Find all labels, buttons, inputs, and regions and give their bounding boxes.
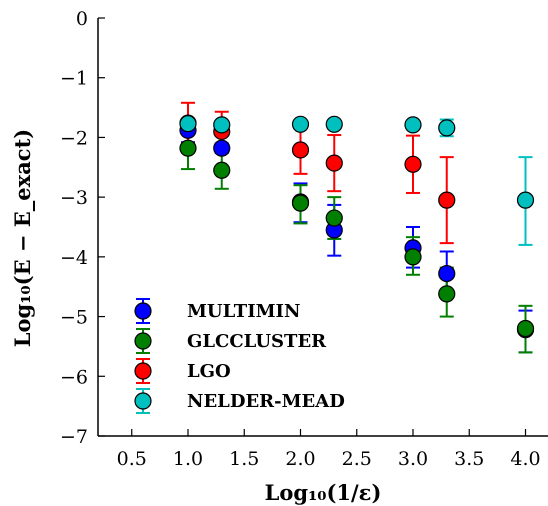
- legend-label: NELDER-MEAD: [187, 391, 345, 412]
- y-tick-label: −6: [60, 366, 88, 388]
- series-markers-nelder-mead: [179, 115, 535, 209]
- y-tick-label: −2: [60, 127, 88, 149]
- x-tick-label: 3.0: [398, 448, 428, 470]
- legend-marker: [134, 392, 152, 410]
- x-axis-label: Log₁₀(1/ε): [265, 480, 382, 505]
- data-point: [213, 116, 231, 134]
- x-tick-label: 2.0: [285, 448, 315, 470]
- legend-item: MULTIMIN: [134, 298, 300, 324]
- tick-marks: [98, 17, 527, 437]
- legend-item: GLCCLUSTER: [134, 328, 327, 354]
- data-point: [438, 191, 456, 209]
- legend-label: GLCCLUSTER: [187, 331, 327, 352]
- data-point: [179, 139, 197, 157]
- x-tick-label: 1.0: [173, 448, 203, 470]
- data-point: [291, 194, 310, 212]
- legend-marker: [134, 332, 152, 350]
- x-tick-label: 0.5: [117, 448, 147, 470]
- data-point: [516, 191, 535, 209]
- data-point: [291, 115, 310, 133]
- legend-item: LGO: [134, 358, 231, 384]
- y-tick-label: −3: [60, 187, 88, 209]
- data-point: [325, 154, 343, 172]
- y-tick-label: −1: [60, 68, 88, 90]
- y-tick-label: 0: [76, 8, 88, 30]
- axes: [97, 18, 548, 437]
- series-nelder-mead: [181, 117, 533, 246]
- data-point: [179, 115, 197, 133]
- data-point: [325, 115, 343, 133]
- data-point: [404, 116, 422, 134]
- data-point: [438, 264, 456, 283]
- data-point: [404, 248, 422, 266]
- data-point: [213, 139, 231, 157]
- data-point: [291, 141, 310, 159]
- plot-area: [179, 101, 535, 354]
- data-point: [438, 119, 456, 137]
- y-tick-label: −4: [60, 247, 88, 269]
- data-point: [213, 161, 231, 179]
- x-tick-label: 1.5: [229, 448, 259, 470]
- data-point: [516, 319, 535, 338]
- data-point: [438, 285, 456, 303]
- legend-label: LGO: [187, 361, 231, 382]
- data-point: [404, 155, 422, 173]
- legend-item: NELDER-MEAD: [134, 388, 345, 414]
- x-tick-label: 4.0: [510, 448, 540, 470]
- legend: MULTIMIN GLCCLUSTER LGO NELDER-MEAD: [134, 298, 345, 414]
- legend-marker: [134, 362, 152, 380]
- series-markers-glccluster: [179, 139, 535, 338]
- data-point: [325, 209, 343, 227]
- y-tick-label: −7: [60, 426, 88, 448]
- legend-label: MULTIMIN: [187, 301, 300, 322]
- y-tick-label: −5: [60, 307, 88, 329]
- y-axis-label: Log₁₀(E − E_exact): [10, 129, 35, 347]
- legend-marker: [134, 302, 152, 320]
- x-tick-label: 2.5: [342, 448, 372, 470]
- x-tick-label: 3.5: [454, 448, 484, 470]
- tick-labels: 0 −1 −2 −3 −4 −5 −6 −7 0.5 1.0 1.5 2.0 2.5 3.0 3.5 4.0: [60, 8, 541, 470]
